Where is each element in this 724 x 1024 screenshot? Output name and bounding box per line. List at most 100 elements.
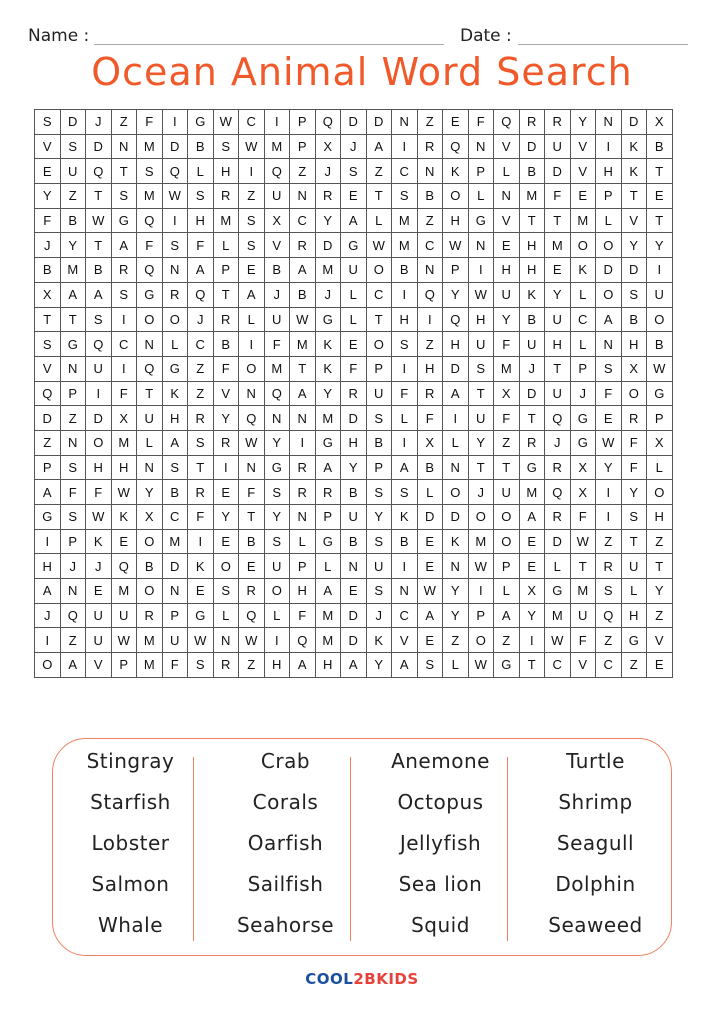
grid-cell[interactable]: P: [59, 380, 86, 407]
grid-cell[interactable]: D: [620, 257, 647, 283]
grid-cell[interactable]: Q: [595, 602, 622, 629]
grid-cell[interactable]: N: [59, 355, 86, 382]
grid-cell[interactable]: K: [365, 627, 392, 654]
grid-cell[interactable]: T: [110, 158, 137, 185]
grid-cell[interactable]: O: [212, 553, 239, 580]
grid-cell[interactable]: K: [85, 528, 112, 555]
grid-cell[interactable]: M: [544, 602, 571, 629]
grid-cell[interactable]: F: [289, 602, 316, 629]
grid-cell[interactable]: F: [59, 479, 86, 505]
grid-cell[interactable]: M: [569, 578, 596, 604]
grid-cell[interactable]: J: [569, 380, 596, 407]
grid-cell[interactable]: U: [263, 553, 290, 580]
grid-cell[interactable]: S: [136, 158, 163, 185]
grid-cell[interactable]: R: [161, 281, 188, 308]
grid-cell[interactable]: I: [595, 504, 622, 530]
grid-cell[interactable]: C: [238, 109, 265, 135]
grid-cell[interactable]: A: [289, 257, 316, 283]
grid-cell[interactable]: S: [620, 504, 647, 530]
grid-cell[interactable]: I: [391, 429, 418, 456]
grid-cell[interactable]: N: [161, 578, 188, 604]
grid-cell[interactable]: I: [467, 257, 494, 283]
grid-cell[interactable]: Q: [416, 281, 443, 308]
grid-cell[interactable]: Z: [59, 183, 86, 209]
grid-cell[interactable]: Z: [416, 109, 443, 135]
grid-cell[interactable]: W: [467, 281, 494, 308]
grid-cell[interactable]: O: [161, 306, 188, 333]
grid-cell[interactable]: T: [136, 380, 163, 407]
grid-cell[interactable]: Y: [544, 281, 571, 308]
grid-cell[interactable]: D: [544, 158, 571, 185]
grid-cell[interactable]: W: [85, 504, 112, 530]
grid-cell[interactable]: Y: [365, 652, 392, 678]
grid-cell[interactable]: C: [365, 281, 392, 308]
grid-cell[interactable]: R: [289, 232, 316, 259]
grid-cell[interactable]: M: [263, 355, 290, 382]
grid-cell[interactable]: M: [493, 355, 520, 382]
grid-cell[interactable]: S: [620, 281, 647, 308]
grid-cell[interactable]: Z: [59, 405, 86, 431]
grid-cell[interactable]: X: [263, 207, 290, 234]
grid-cell[interactable]: N: [289, 183, 316, 209]
grid-cell[interactable]: I: [416, 306, 443, 333]
grid-cell[interactable]: F: [110, 380, 137, 407]
grid-cell[interactable]: W: [238, 133, 265, 160]
grid-cell[interactable]: N: [212, 627, 239, 654]
grid-cell[interactable]: L: [391, 405, 418, 431]
grid-cell[interactable]: T: [646, 158, 673, 185]
grid-cell[interactable]: I: [187, 528, 214, 555]
grid-cell[interactable]: N: [595, 109, 622, 135]
grid-cell[interactable]: W: [289, 306, 316, 333]
grid-cell[interactable]: S: [85, 306, 112, 333]
grid-cell[interactable]: L: [595, 207, 622, 234]
grid-cell[interactable]: P: [569, 355, 596, 382]
grid-cell[interactable]: D: [595, 257, 622, 283]
grid-cell[interactable]: O: [646, 479, 673, 505]
grid-cell[interactable]: R: [544, 454, 571, 481]
grid-cell[interactable]: E: [544, 257, 571, 283]
grid-cell[interactable]: W: [212, 109, 239, 135]
grid-cell[interactable]: Z: [187, 380, 214, 407]
grid-cell[interactable]: M: [59, 257, 86, 283]
grid-cell[interactable]: B: [187, 133, 214, 160]
grid-cell[interactable]: U: [136, 405, 163, 431]
grid-cell[interactable]: M: [314, 602, 341, 629]
grid-cell[interactable]: W: [238, 429, 265, 456]
grid-cell[interactable]: U: [467, 405, 494, 431]
grid-cell[interactable]: T: [467, 380, 494, 407]
grid-cell[interactable]: K: [620, 158, 647, 185]
grid-cell[interactable]: B: [365, 429, 392, 456]
grid-cell[interactable]: Z: [59, 627, 86, 654]
grid-cell[interactable]: O: [620, 380, 647, 407]
grid-cell[interactable]: T: [34, 306, 61, 333]
grid-cell[interactable]: S: [110, 183, 137, 209]
grid-cell[interactable]: P: [365, 454, 392, 481]
grid-cell[interactable]: S: [59, 454, 86, 481]
grid-cell[interactable]: Z: [493, 627, 520, 654]
grid-cell[interactable]: A: [289, 652, 316, 678]
grid-cell[interactable]: L: [136, 429, 163, 456]
grid-cell[interactable]: N: [493, 183, 520, 209]
grid-cell[interactable]: L: [161, 331, 188, 357]
grid-cell[interactable]: A: [187, 257, 214, 283]
grid-cell[interactable]: G: [136, 281, 163, 308]
grid-cell[interactable]: L: [493, 578, 520, 604]
grid-cell[interactable]: Y: [212, 405, 239, 431]
grid-cell[interactable]: V: [620, 207, 647, 234]
grid-cell[interactable]: E: [493, 232, 520, 259]
grid-cell[interactable]: X: [110, 405, 137, 431]
grid-cell[interactable]: S: [34, 331, 61, 357]
grid-cell[interactable]: O: [646, 306, 673, 333]
grid-cell[interactable]: N: [416, 158, 443, 185]
grid-cell[interactable]: Y: [569, 109, 596, 135]
grid-cell[interactable]: Y: [620, 479, 647, 505]
grid-cell[interactable]: N: [595, 331, 622, 357]
grid-cell[interactable]: S: [59, 133, 86, 160]
grid-cell[interactable]: H: [314, 652, 341, 678]
grid-cell[interactable]: F: [161, 652, 188, 678]
grid-cell[interactable]: K: [110, 504, 137, 530]
grid-cell[interactable]: N: [263, 405, 290, 431]
grid-cell[interactable]: U: [620, 553, 647, 580]
grid-cell[interactable]: I: [238, 158, 265, 185]
grid-cell[interactable]: B: [289, 281, 316, 308]
